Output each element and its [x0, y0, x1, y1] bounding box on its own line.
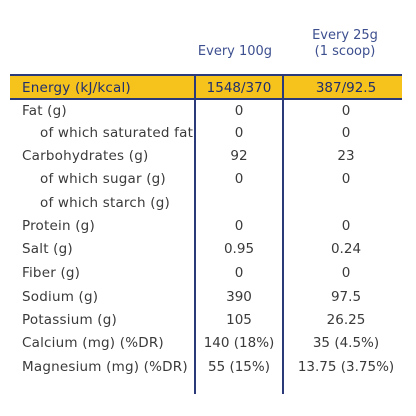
value-per-100g: 0	[234, 125, 244, 141]
table-row-salt: Salt (g) 0.95 0.24	[0, 238, 416, 260]
row-label: Fat (g)	[22, 103, 67, 119]
table-row-energy: Energy (kJ/kcal) 1548/370 387/92.5	[0, 77, 416, 99]
table-row-carbohydrates: Carbohydrates (g) 92 23	[0, 145, 416, 167]
row-label: Calcium (mg) (%DR)	[22, 335, 164, 351]
value-per-25g: 0	[341, 265, 351, 281]
value-per-25g: 26.25	[326, 312, 366, 328]
row-label: Carbohydrates (g)	[22, 148, 149, 164]
table-row-fat: Fat (g) 0 0	[0, 100, 416, 122]
value-per-100g: 140 (18%)	[203, 335, 275, 351]
row-label: Energy (kJ/kcal)	[22, 80, 131, 96]
table-row-protein: Protein (g) 0 0	[0, 215, 416, 237]
value-per-25g: 13.75 (3.75%)	[297, 359, 395, 375]
value-per-25g: 23	[337, 148, 355, 164]
table-row-saturated-fat: of which saturated fat 0 0	[0, 122, 416, 144]
column-divider-1	[194, 74, 196, 394]
row-label: of which sugar (g)	[40, 171, 166, 187]
table-row-sodium: Sodium (g) 390 97.5	[0, 286, 416, 308]
value-per-100g: 390	[226, 289, 252, 305]
value-per-25g: 0	[341, 125, 351, 141]
value-per-100g: 55 (15%)	[207, 359, 270, 375]
column-header-per-25g: Every 25g (1 scoop)	[312, 28, 378, 59]
row-label: Protein (g)	[22, 218, 95, 234]
value-per-100g: 0	[234, 103, 244, 119]
value-per-25g: 97.5	[330, 289, 362, 305]
value-per-25g: 35 (4.5%)	[312, 335, 380, 351]
row-label: Sodium (g)	[22, 289, 99, 305]
value-per-100g: 1548/370	[206, 80, 272, 96]
value-per-100g: 0.95	[223, 241, 255, 257]
value-per-100g: 105	[226, 312, 252, 328]
value-per-25g: 0	[341, 171, 351, 187]
value-per-25g: 0	[341, 103, 351, 119]
column-divider-2	[282, 74, 284, 394]
table-row-potassium: Potassium (g) 105 26.25	[0, 309, 416, 331]
table-row-magnesium: Magnesium (mg) (%DR) 55 (15%) 13.75 (3.7…	[0, 356, 416, 378]
value-per-100g: 92	[230, 148, 248, 164]
table-row-calcium: Calcium (mg) (%DR) 140 (18%) 35 (4.5%)	[0, 332, 416, 354]
value-per-100g: 0	[234, 171, 244, 187]
row-label: Fiber (g)	[22, 265, 81, 281]
table-row-starch: of which starch (g)	[0, 192, 416, 214]
value-per-100g: 0	[234, 265, 244, 281]
energy-highlight-band	[10, 74, 402, 100]
row-label: Salt (g)	[22, 241, 73, 257]
value-per-25g: 0	[341, 218, 351, 234]
row-label: of which starch (g)	[40, 195, 170, 211]
row-label: Magnesium (mg) (%DR)	[22, 359, 188, 375]
column-header-per-100g: Every 100g	[197, 44, 273, 59]
value-per-25g: 387/92.5	[315, 80, 377, 96]
row-label: of which saturated fat	[40, 125, 194, 141]
value-per-25g: 0.24	[330, 241, 362, 257]
value-per-100g: 0	[234, 218, 244, 234]
row-label: Potassium (g)	[22, 312, 118, 328]
table-row-fiber: Fiber (g) 0 0	[0, 262, 416, 284]
table-row-sugar: of which sugar (g) 0 0	[0, 168, 416, 190]
